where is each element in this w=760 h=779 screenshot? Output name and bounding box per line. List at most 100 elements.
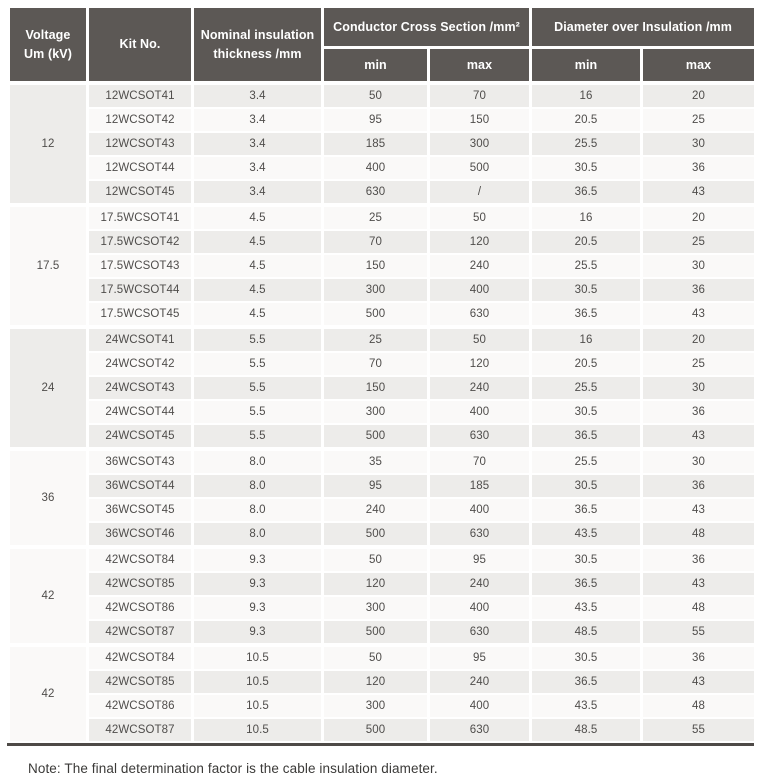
table-row: 12WCSOT42 3.4 95 150 20.5 25 bbox=[9, 107, 758, 133]
kit-no-cell: 36WCSOT45 bbox=[86, 497, 194, 523]
insulation-thickness-cell: 9.3 bbox=[191, 571, 324, 597]
insulation-thickness-cell: 8.0 bbox=[191, 473, 324, 499]
kit-no-cell: 42WCSOT85 bbox=[86, 571, 194, 597]
conductor-max-cell: 400 bbox=[426, 595, 533, 621]
diameter-max-cell: 30 bbox=[640, 375, 758, 401]
table-row: 36WCSOT45 8.0 240 400 36.5 43 bbox=[9, 497, 758, 523]
diameter-min-cell: 20.5 bbox=[529, 351, 644, 377]
conductor-max-cell: / bbox=[426, 179, 533, 206]
col-header-conductor-min: min bbox=[321, 46, 430, 85]
insulation-thickness-cell: 3.4 bbox=[191, 155, 324, 181]
table-header: Voltage Um (kV) Kit No. Nominal insulati… bbox=[7, 5, 758, 85]
diameter-max-cell: 43 bbox=[640, 669, 758, 695]
kit-no-cell: 17.5WCSOT42 bbox=[86, 229, 194, 255]
diameter-min-cell: 36.5 bbox=[529, 179, 644, 206]
table-row: 42WCSOT87 9.3 500 630 48.5 55 bbox=[9, 619, 758, 646]
table-row: 24WCSOT45 5.5 500 630 36.5 43 bbox=[9, 423, 758, 450]
conductor-max-cell: 240 bbox=[426, 669, 533, 695]
conductor-max-cell: 400 bbox=[426, 399, 533, 425]
conductor-min-cell: 50 bbox=[321, 545, 430, 573]
diameter-min-cell: 43.5 bbox=[529, 521, 644, 548]
diameter-min-cell: 30.5 bbox=[529, 473, 644, 499]
diameter-max-cell: 43 bbox=[640, 497, 758, 523]
table-row: 12WCSOT43 3.4 185 300 25.5 30 bbox=[9, 131, 758, 157]
conductor-min-cell: 300 bbox=[321, 595, 430, 621]
insulation-thickness-cell: 9.3 bbox=[191, 595, 324, 621]
conductor-max-cell: 50 bbox=[426, 203, 533, 231]
col-header-conductor-max: max bbox=[426, 46, 533, 85]
conductor-min-cell: 400 bbox=[321, 155, 430, 181]
conductor-min-cell: 70 bbox=[321, 229, 430, 255]
diameter-max-cell: 36 bbox=[640, 399, 758, 425]
kit-no-cell: 42WCSOT87 bbox=[86, 717, 194, 743]
table-row: 17.5WCSOT44 4.5 300 400 30.5 36 bbox=[9, 277, 758, 303]
table-row: 24 24WCSOT41 5.5 25 50 16 20 bbox=[7, 325, 758, 450]
diameter-max-cell: 43 bbox=[640, 423, 758, 450]
diameter-max-cell: 25 bbox=[640, 351, 758, 377]
diameter-max-cell: 30 bbox=[640, 447, 758, 475]
diameter-max-cell: 48 bbox=[640, 693, 758, 719]
table-row: 36WCSOT46 8.0 500 630 43.5 48 bbox=[9, 521, 758, 548]
conductor-min-cell: 50 bbox=[321, 81, 430, 109]
kit-no-cell: 12WCSOT45 bbox=[86, 179, 194, 206]
kit-no-cell: 24WCSOT43 bbox=[86, 375, 194, 401]
diameter-min-cell: 25.5 bbox=[529, 375, 644, 401]
diameter-max-cell: 30 bbox=[640, 131, 758, 157]
conductor-min-cell: 185 bbox=[321, 131, 430, 157]
insulation-thickness-cell: 8.0 bbox=[191, 497, 324, 523]
conductor-max-cell: 240 bbox=[426, 571, 533, 597]
conductor-min-cell: 150 bbox=[321, 253, 430, 279]
insulation-thickness-cell: 4.5 bbox=[191, 229, 324, 255]
diameter-min-cell: 16 bbox=[529, 81, 644, 109]
conductor-min-cell: 120 bbox=[321, 571, 430, 597]
diameter-min-cell: 43.5 bbox=[529, 693, 644, 719]
insulation-thickness-cell: 4.5 bbox=[191, 253, 324, 279]
diameter-max-cell: 55 bbox=[640, 717, 758, 743]
conductor-min-cell: 240 bbox=[321, 497, 430, 523]
col-header-voltage: Voltage Um (kV) bbox=[7, 5, 89, 85]
insulation-thickness-cell: 5.5 bbox=[191, 325, 324, 353]
diameter-max-cell: 43 bbox=[640, 301, 758, 328]
insulation-thickness-cell: 5.5 bbox=[191, 423, 324, 450]
diameter-min-cell: 48.5 bbox=[529, 619, 644, 646]
table-row: 17.5WCSOT45 4.5 500 630 36.5 43 bbox=[9, 301, 758, 328]
diameter-min-cell: 30.5 bbox=[529, 545, 644, 573]
col-header-diameter-over-insulation: Diameter over Insulation /mm bbox=[529, 5, 758, 49]
diameter-min-cell: 36.5 bbox=[529, 497, 644, 523]
kit-no-cell: 42WCSOT84 bbox=[86, 643, 194, 671]
insulation-thickness-cell: 3.4 bbox=[191, 81, 324, 109]
conductor-max-cell: 630 bbox=[426, 521, 533, 548]
conductor-min-cell: 50 bbox=[321, 643, 430, 671]
diameter-min-cell: 36.5 bbox=[529, 669, 644, 695]
table-row: 36WCSOT44 8.0 95 185 30.5 36 bbox=[9, 473, 758, 499]
conductor-min-cell: 25 bbox=[321, 325, 430, 353]
col-header-diameter-max: max bbox=[640, 46, 758, 85]
table-bottom-rule bbox=[7, 743, 754, 746]
conductor-min-cell: 300 bbox=[321, 693, 430, 719]
table-row: 17.5 17.5WCSOT41 4.5 25 50 16 20 bbox=[7, 203, 758, 328]
conductor-max-cell: 240 bbox=[426, 375, 533, 401]
conductor-max-cell: 400 bbox=[426, 693, 533, 719]
table-row: 42WCSOT87 10.5 500 630 48.5 55 bbox=[9, 717, 758, 743]
insulation-thickness-cell: 10.5 bbox=[191, 717, 324, 743]
conductor-max-cell: 120 bbox=[426, 351, 533, 377]
diameter-max-cell: 36 bbox=[640, 643, 758, 671]
diameter-max-cell: 36 bbox=[640, 277, 758, 303]
conductor-max-cell: 70 bbox=[426, 81, 533, 109]
conductor-max-cell: 630 bbox=[426, 717, 533, 743]
diameter-max-cell: 48 bbox=[640, 521, 758, 548]
conductor-min-cell: 500 bbox=[321, 301, 430, 328]
header-row-top: Voltage Um (kV) Kit No. Nominal insulati… bbox=[7, 5, 758, 85]
diameter-max-cell: 36 bbox=[640, 545, 758, 573]
kit-no-cell: 42WCSOT85 bbox=[86, 669, 194, 695]
table-row: 42WCSOT85 9.3 120 240 36.5 43 bbox=[9, 571, 758, 597]
kit-no-cell: 42WCSOT86 bbox=[86, 595, 194, 621]
diameter-min-cell: 30.5 bbox=[529, 155, 644, 181]
col-header-nominal-thickness: Nominal insulation thickness /mm bbox=[191, 5, 324, 85]
diameter-min-cell: 36.5 bbox=[529, 571, 644, 597]
diameter-min-cell: 25.5 bbox=[529, 447, 644, 475]
conductor-min-cell: 300 bbox=[321, 277, 430, 303]
header-row-sub: min max min max bbox=[9, 46, 758, 85]
diameter-min-cell: 16 bbox=[529, 325, 644, 353]
insulation-thickness-cell: 9.3 bbox=[191, 545, 324, 573]
